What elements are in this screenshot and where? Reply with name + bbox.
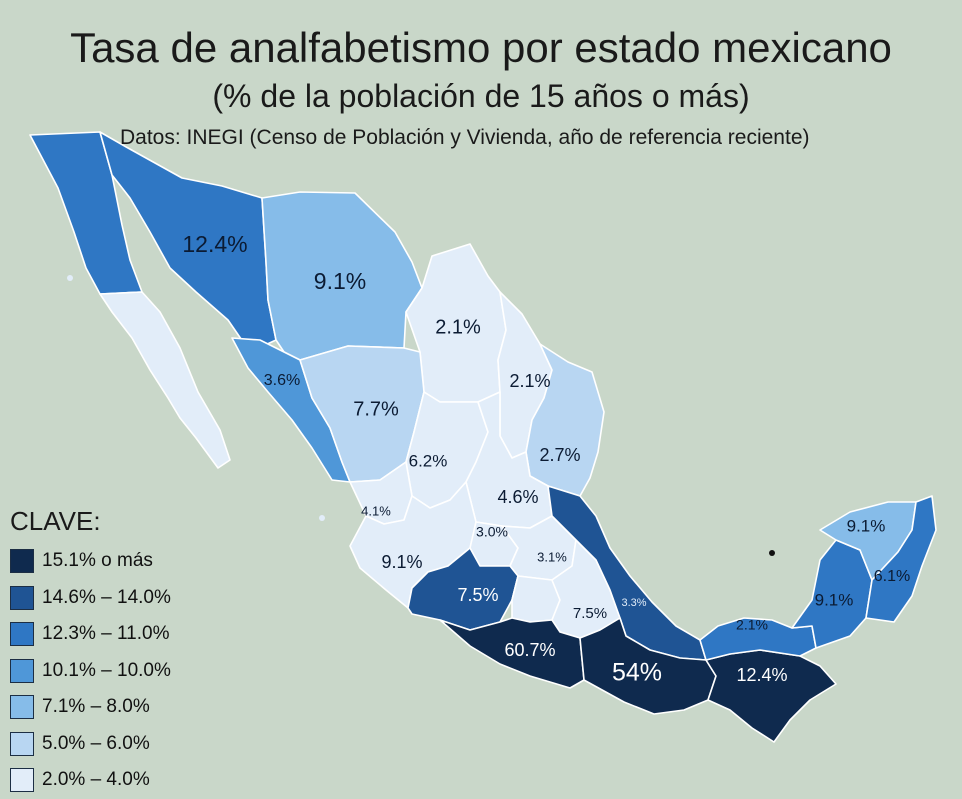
label-tamaulipas: 2.7% (539, 445, 580, 465)
state-michoacan (407, 547, 519, 631)
label-jalisco: 9.1% (381, 552, 422, 572)
label-zacatecas: 6.2% (409, 451, 448, 470)
island-shape (769, 550, 775, 556)
legend-label: 2.0% – 4.0% (42, 769, 150, 791)
legend-item: 10.1% – 10.0% (10, 653, 171, 690)
label-veracruz: 3.3% (621, 597, 646, 609)
label-sinaloa: 3.6% (264, 372, 300, 389)
legend-swatch (10, 768, 34, 793)
label-michoacan: 7.5% (457, 585, 498, 605)
label-nuevo-leon: 2.1% (509, 371, 550, 391)
legend-item: 5.0% – 6.0% (10, 726, 171, 763)
label-oaxaca: 54% (612, 659, 662, 687)
legend-swatch (10, 695, 34, 720)
label-durango: 7.7% (353, 398, 399, 420)
legend-label: 5.0% – 6.0% (42, 732, 150, 754)
state-quintana-roo (865, 495, 937, 623)
label-sonora: 12.4% (182, 231, 247, 257)
legend-label: 15.1% o más (42, 550, 153, 572)
legend-item: 7.1% – 8.0% (10, 689, 171, 726)
label-guerrero: 60.7% (504, 640, 555, 660)
legend-item: 14.6% – 14.0% (10, 580, 171, 617)
legend-item: 12.3% – 11.0% (10, 616, 171, 653)
legend-swatch (10, 549, 34, 574)
legend-label: 7.1% – 8.0% (42, 696, 150, 718)
label-guanajuato: 3.0% (476, 524, 508, 540)
state-guerrero (439, 617, 585, 689)
legend-item: 2.0% – 4.0% (10, 762, 171, 799)
label-quintana-roo: 6.1% (874, 568, 910, 585)
label-san-luis-potosi: 4.6% (497, 487, 538, 507)
legend-swatch (10, 622, 34, 647)
legend: CLAVE: 15.1% o más 14.6% – 14.0% 12.3% –… (10, 506, 171, 799)
legend-swatch (10, 585, 34, 610)
data-source: Datos: INEGI (Censo de Población y Vivie… (120, 126, 810, 149)
label-queretaro: 3.1% (537, 549, 567, 564)
map-title: Tasa de analfabetismo por estado mexican… (70, 24, 892, 71)
island-shape (319, 515, 325, 521)
legend-swatch (10, 731, 34, 756)
legend-label: 14.6% – 14.0% (42, 586, 171, 608)
label-coahuila: 2.1% (435, 316, 481, 338)
label-chiapas: 12.4% (736, 665, 787, 685)
label-puebla: 7.5% (573, 605, 607, 622)
state-baja-california-sur (99, 291, 231, 469)
island-shape (67, 275, 73, 281)
label-yucatan: 9.1% (847, 516, 886, 535)
label-tabasco: 2.1% (736, 617, 768, 633)
legend-label: 12.3% – 11.0% (42, 623, 170, 645)
label-chihuahua: 9.1% (314, 268, 366, 294)
map-subtitle: (% de la población de 15 años o más) (212, 78, 750, 114)
legend-title: CLAVE: (10, 506, 101, 536)
legend-swatch (10, 658, 34, 683)
legend-label: 10.1% – 10.0% (42, 659, 171, 681)
label-campeche: 9.1% (815, 590, 854, 609)
label-nayarit: 4.1% (361, 503, 391, 518)
legend-item: 15.1% o más (10, 543, 171, 580)
